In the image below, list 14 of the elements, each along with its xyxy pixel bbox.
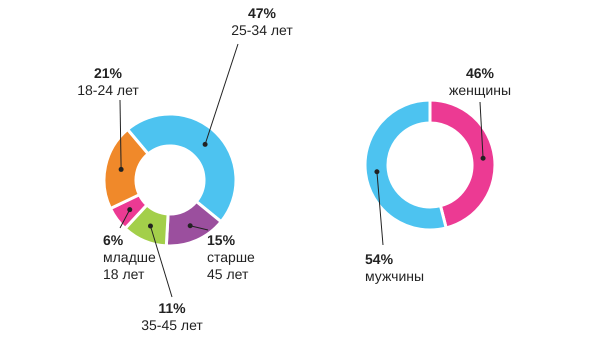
slice-label: младше 18 лет [103,249,156,282]
data-label: 6% [103,232,124,248]
data-label: 46% [466,65,495,81]
slice-label: женщины [448,82,512,98]
data-label: 47% [248,5,277,21]
slice-label: 25-34 лет [231,22,294,38]
data-label: 54% [365,251,394,267]
data-label: 11% [158,300,186,316]
slice-label: старше 45 лет [207,249,256,282]
data-label: 21% [94,65,123,81]
slice-label: 18-24 лет [77,82,140,98]
slice-label: 35-45 лет [141,317,204,333]
data-label: 15% [207,232,236,248]
slice-label: мужчины [365,268,424,284]
